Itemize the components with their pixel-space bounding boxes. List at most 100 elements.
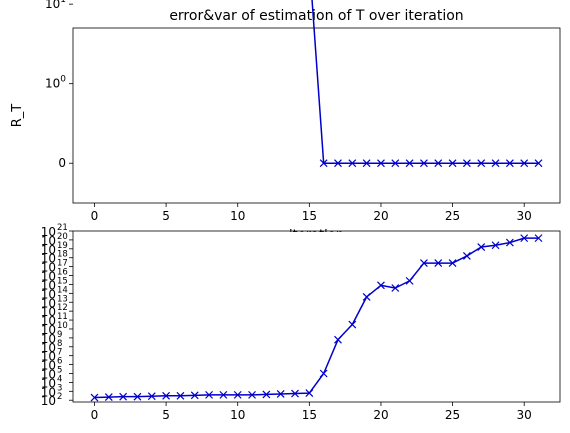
y-tick-exponent: 18: [57, 250, 68, 260]
data-point-marker: [505, 159, 514, 168]
y-tick-label: 10: [41, 314, 56, 328]
y-tick-label: 10: [41, 341, 56, 355]
y-tick-label: 10: [41, 270, 56, 284]
data-point-marker: [219, 390, 228, 399]
y-tick-exponent: 3: [57, 383, 62, 393]
data-point-marker: [520, 234, 529, 243]
data-point-marker: [362, 159, 371, 168]
data-point-marker: [462, 159, 471, 168]
data-point-marker: [377, 281, 385, 290]
y-tick-exponent: 14: [57, 285, 68, 295]
data-point-marker: [434, 159, 443, 168]
data-point-marker: [190, 391, 199, 400]
data-point-marker: [319, 159, 328, 168]
y-tick-label: 10: [41, 252, 56, 266]
data-point-marker: [391, 284, 400, 292]
data-point-marker: [319, 369, 328, 378]
data-point-marker: [405, 159, 414, 168]
data-point-marker: [534, 234, 543, 243]
x-tick-label: 25: [445, 209, 460, 223]
data-point-marker: [262, 390, 271, 399]
y-tick-exponent: 16: [57, 268, 68, 278]
y-tick-exponent: 20: [57, 232, 68, 242]
y-tick-label: 100: [45, 75, 66, 91]
y-tick-label: 10: [41, 394, 56, 408]
data-point-marker: [477, 159, 486, 168]
data-point-marker: [505, 238, 514, 247]
y-tick-exponent: 9: [57, 330, 62, 340]
x-tick-label: 10: [230, 408, 245, 422]
y-tick-label: 10: [41, 296, 56, 310]
x-tick-label: 30: [517, 209, 532, 223]
data-point-marker: [147, 392, 156, 401]
x-tick-label: 5: [162, 408, 170, 422]
y-tick-exponent: 12: [57, 303, 68, 313]
x-tick-label: 10: [230, 209, 245, 223]
y-tick-exponent: 15: [57, 276, 68, 286]
data-point-marker: [420, 259, 428, 267]
data-point-marker: [104, 393, 113, 402]
y-tick-exponent: 21: [57, 223, 68, 233]
y-tick-exponent: 4: [57, 374, 62, 384]
y-tick-label: 10: [41, 385, 56, 399]
axis-label-occluder: [74, 232, 559, 244]
data-point-marker: [420, 159, 428, 168]
y-tick-exponent: 13: [57, 294, 68, 304]
y-tick-exponent: 11: [57, 312, 68, 322]
x-tick-label: 0: [91, 209, 99, 223]
data-point-marker: [162, 391, 171, 400]
data-point-marker: [534, 159, 543, 168]
data-point-marker: [405, 276, 414, 285]
y-tick-label: 10: [41, 376, 56, 390]
y-tick-label: 101: [45, 0, 66, 11]
data-point-marker: [520, 159, 529, 168]
data-point-marker: [477, 243, 486, 251]
x-tick-label: 20: [373, 209, 388, 223]
data-point-marker: [391, 159, 400, 168]
data-point-marker: [176, 391, 185, 400]
data-point-marker: [448, 159, 457, 168]
y-tick-label: 10: [41, 323, 56, 337]
x-tick-label: 20: [373, 408, 388, 422]
data-point-marker: [248, 390, 256, 399]
data-point-marker: [491, 241, 500, 250]
data-point-marker: [377, 159, 385, 168]
data-point-marker: [434, 259, 443, 267]
y-tick-exponent: 19: [57, 241, 68, 251]
data-point-marker: [334, 159, 342, 168]
data-point-marker: [291, 389, 299, 398]
x-tick-label: 25: [445, 408, 460, 422]
y-tick-exponent: 8: [57, 339, 62, 349]
y-tick-exponent: 5: [57, 366, 62, 376]
y-tick-label: 10: [41, 368, 56, 382]
data-point-marker: [233, 390, 242, 399]
y-tick-exponent: 17: [57, 259, 68, 269]
y-tick-label: 10: [41, 225, 56, 239]
data-point-marker: [205, 390, 213, 399]
data-point-marker: [491, 159, 500, 168]
chart-title: error&var of estimation of T over iterat…: [169, 8, 463, 24]
y-tick-label: 10: [41, 287, 56, 301]
data-point-marker: [276, 390, 285, 398]
x-tick-label: 0: [91, 408, 99, 422]
y-tick-label: 10: [41, 234, 56, 248]
x-tick-label: 5: [162, 209, 170, 223]
y-tick-label: 10: [41, 359, 56, 373]
y-tick-label: 10: [41, 243, 56, 257]
y-tick-exponent: 10: [57, 321, 68, 331]
y-tick-label: 10: [41, 305, 56, 319]
data-point-marker: [348, 159, 357, 168]
y-tick-exponent: 2: [57, 392, 62, 402]
y-tick-exponent: 7: [57, 348, 62, 358]
y-tick-exponent: 6: [57, 357, 62, 367]
y-tick-label: 0: [58, 156, 66, 170]
data-point-marker: [305, 389, 314, 398]
data-point-marker: [133, 392, 142, 401]
data-point-marker: [90, 393, 99, 402]
data-point-marker: [334, 335, 342, 344]
x-tick-label: 15: [302, 408, 317, 422]
data-point-marker: [448, 259, 457, 267]
y-axis-label-top: R_T: [10, 104, 25, 128]
data-point-marker: [119, 392, 128, 401]
